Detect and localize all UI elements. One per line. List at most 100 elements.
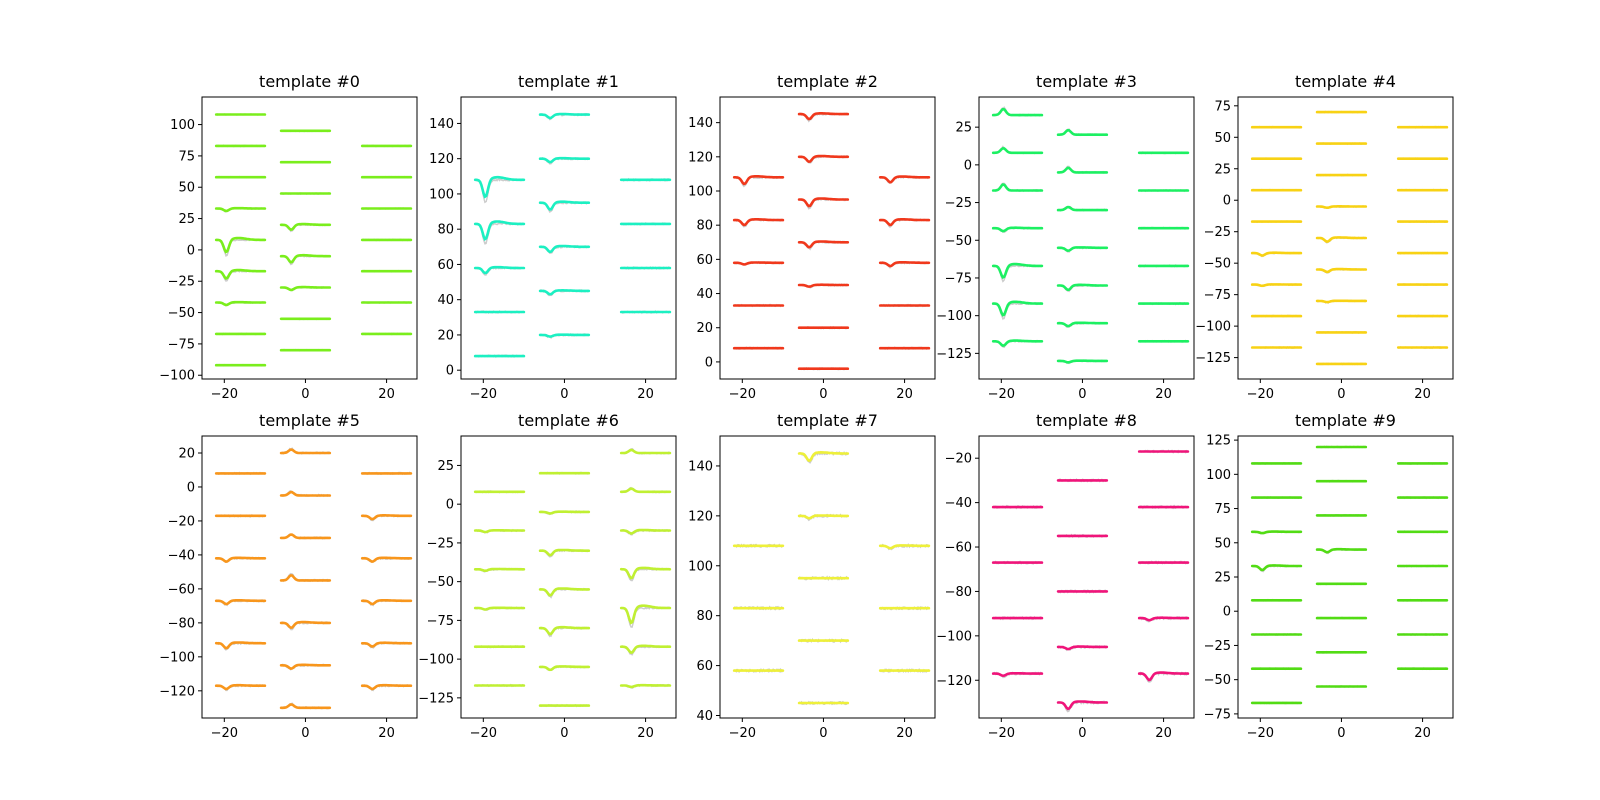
mean-trace — [878, 218, 931, 227]
mean-trace — [538, 200, 591, 211]
y-tick-label: 0 — [446, 498, 454, 513]
panel-frame — [201, 96, 418, 380]
mean-trace — [1315, 236, 1368, 243]
x-tick-label: −20 — [729, 726, 756, 741]
mean-trace — [279, 490, 332, 497]
mean-trace — [797, 283, 850, 288]
y-tick-label: 120 — [688, 150, 713, 165]
y-tick-label: 0 — [705, 355, 713, 370]
panel-title: template #1 — [518, 72, 619, 91]
y-tick-label: −50 — [945, 234, 972, 249]
x-tick-label: 20 — [378, 726, 395, 741]
mean-trace — [619, 528, 672, 535]
y-tick-label: 40 — [696, 709, 713, 724]
x-tick-label: 20 — [1155, 387, 1172, 402]
y-tick-label: 0 — [1223, 605, 1231, 620]
x-tick-label: −20 — [470, 387, 497, 402]
mean-trace — [1250, 251, 1303, 257]
panel-frame — [719, 435, 936, 719]
mean-trace — [214, 641, 267, 650]
y-tick-label: 0 — [1223, 194, 1231, 209]
mean-trace — [1056, 128, 1109, 136]
x-tick-label: 20 — [637, 387, 654, 402]
mean-trace — [732, 175, 785, 186]
panel-frame — [1237, 96, 1454, 380]
x-tick-label: −20 — [211, 387, 238, 402]
mean-trace — [279, 253, 332, 264]
mean-trace — [797, 197, 850, 208]
panel-0: template #0 −100 −75 −50 −25 0 25 50 75 100 −20 0 20 — [159, 72, 418, 402]
mean-trace — [619, 604, 672, 625]
panel-title: template #8 — [1036, 411, 1137, 430]
y-tick-label: −125 — [418, 691, 454, 706]
panel-traces — [473, 112, 672, 359]
panel-4: template #4 −125 −100 −75 −50 −25 0 25 50 75 −20 0 2… — [1195, 72, 1454, 402]
x-tick-label: 0 — [301, 387, 309, 402]
mean-trace — [1056, 246, 1109, 253]
x-tick-label: −20 — [988, 726, 1015, 741]
panel-1: template #1 0 20 40 60 80 100 120 140 −20 0 20 — [429, 72, 677, 402]
mean-trace — [214, 268, 267, 280]
y-tick-label: 80 — [437, 223, 454, 238]
mean-trace — [1315, 547, 1368, 554]
mean-trace — [1056, 359, 1109, 364]
y-tick-label: 125 — [1206, 434, 1231, 449]
y-tick-label: 100 — [1206, 468, 1231, 483]
y-tick-label: −60 — [168, 582, 195, 597]
y-tick-label: −20 — [168, 514, 195, 529]
mean-trace — [538, 510, 591, 515]
panel-2: template #2 0 20 40 60 80 100 120 140 −20 0 20 — [688, 72, 936, 402]
panel-traces — [732, 112, 931, 371]
mean-trace — [214, 236, 267, 254]
panel-traces — [732, 450, 931, 706]
mean-trace — [1250, 530, 1303, 535]
y-tick-label: 80 — [696, 219, 713, 234]
mean-trace — [732, 261, 785, 266]
panel-5: template #5 −120 −100 −80 −60 −40 −20 0 20 −20 0 20 — [159, 411, 418, 741]
mean-trace — [360, 599, 413, 606]
panel-8: template #8 −120 −100 −80 −60 −40 −20 −20 0 20 — [936, 411, 1195, 741]
mean-trace — [214, 300, 267, 307]
x-tick-label: 20 — [896, 726, 913, 741]
panel-traces — [1250, 445, 1449, 705]
y-tick-label: 120 — [688, 509, 713, 524]
mean-trace — [991, 262, 1044, 279]
mean-trace — [214, 599, 267, 606]
mean-trace — [473, 175, 526, 199]
mean-trace — [797, 154, 850, 164]
x-tick-label: 20 — [1414, 726, 1431, 741]
x-tick-label: −20 — [211, 726, 238, 741]
y-tick-label: −125 — [936, 347, 972, 362]
y-tick-label: −125 — [1195, 351, 1231, 366]
mean-trace — [797, 514, 850, 520]
y-tick-label: −25 — [427, 536, 454, 551]
x-tick-label: −20 — [729, 387, 756, 402]
mean-trace — [991, 183, 1044, 192]
mean-trace — [360, 556, 413, 563]
mean-trace — [279, 222, 332, 231]
mean-trace — [473, 606, 526, 611]
panel-3: template #3 −125 −100 −75 −50 −25 0 25 −20 0 20 — [936, 72, 1195, 402]
y-tick-label: −100 — [159, 650, 195, 665]
mean-trace — [991, 672, 1044, 678]
y-tick-label: 0 — [187, 243, 195, 258]
y-tick-label: 75 — [1214, 99, 1231, 114]
y-tick-label: −80 — [168, 616, 195, 631]
y-tick-label: −80 — [945, 585, 972, 600]
y-tick-label: 60 — [696, 253, 713, 268]
mean-trace — [473, 529, 526, 534]
y-tick-label: −75 — [945, 271, 972, 286]
mean-trace — [878, 175, 931, 184]
mean-trace — [538, 548, 591, 557]
panel-traces — [473, 447, 672, 708]
y-tick-label: 40 — [437, 293, 454, 308]
mean-trace — [360, 683, 413, 691]
y-tick-label: 120 — [429, 152, 454, 167]
mean-trace — [1315, 205, 1368, 209]
y-tick-label: −75 — [427, 614, 454, 629]
mean-trace — [1056, 283, 1109, 292]
panel-9: template #9 −75 −50 −25 0 25 50 75 100 125 −20 0 20 — [1204, 411, 1454, 741]
y-tick-label: 60 — [696, 659, 713, 674]
y-tick-label: −100 — [936, 309, 972, 324]
